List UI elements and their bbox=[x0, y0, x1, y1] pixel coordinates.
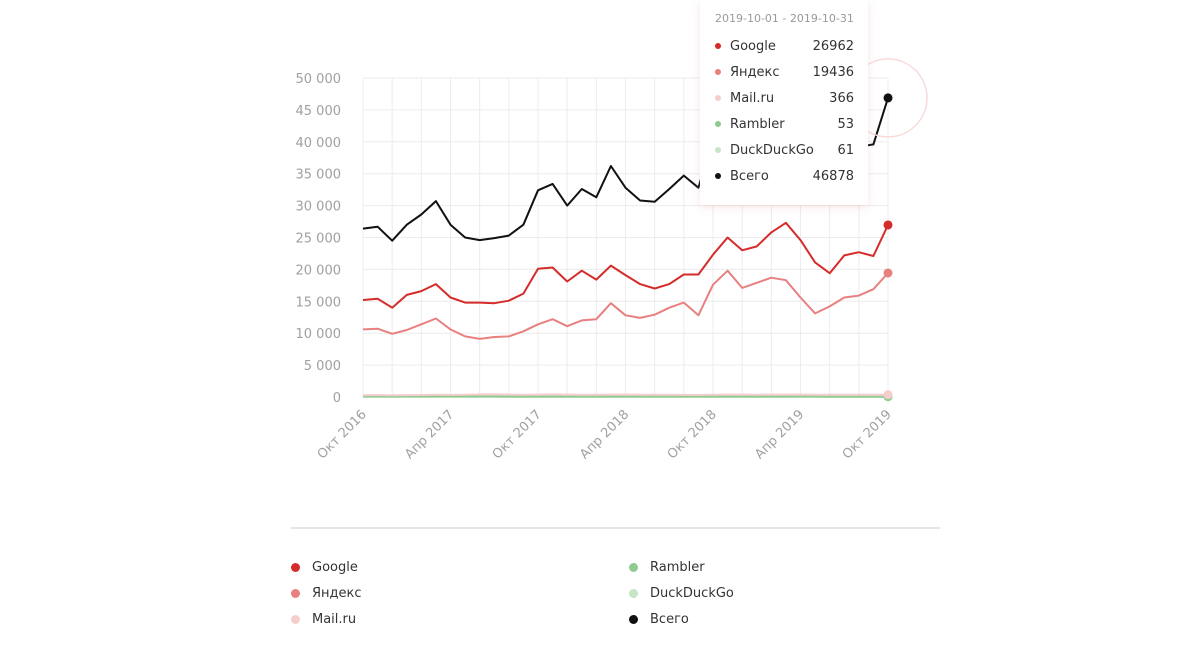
tooltip-series-name: Mail.ru bbox=[730, 90, 775, 106]
y-tick-label: 20 000 bbox=[296, 263, 342, 278]
legend-item-Всего[interactable]: Всего bbox=[629, 609, 689, 629]
tooltip-date-range: 2019-10-01 - 2019-10-31 bbox=[715, 12, 854, 25]
legend-label: Rambler bbox=[650, 559, 705, 575]
legend-dot-icon bbox=[629, 588, 638, 598]
series-dot-icon bbox=[715, 147, 721, 153]
tooltip-row: DuckDuckGo 61 bbox=[715, 137, 854, 163]
x-tick-label: Апр 2019 bbox=[752, 407, 807, 462]
legend-label: Mail.ru bbox=[312, 611, 357, 627]
tooltip-series-value: 53 bbox=[837, 116, 854, 132]
series-dot-icon bbox=[715, 121, 721, 127]
legend-dot-icon bbox=[291, 614, 300, 624]
tooltip-series-name: Rambler bbox=[730, 116, 785, 132]
grid bbox=[362, 77, 889, 398]
tooltip-series-value: 46878 bbox=[812, 168, 854, 184]
legend-label: Google bbox=[312, 559, 358, 575]
series-line-Mail.ru bbox=[363, 393, 889, 397]
data-point[interactable] bbox=[883, 93, 893, 103]
tooltip-row: Mail.ru 366 bbox=[715, 85, 854, 111]
y-tick-label: 25 000 bbox=[296, 232, 342, 247]
tooltip-row: Яндекс 19436 bbox=[715, 59, 854, 85]
y-tick-label: 10 000 bbox=[296, 327, 342, 342]
tooltip-series-name: Всего bbox=[730, 168, 769, 184]
tooltip-series-name: Google bbox=[730, 38, 776, 54]
y-tick-label: 15 000 bbox=[296, 295, 342, 310]
line-chart: 0 5 000 10 000 15 000 20 000 25 000 30 000 35 0… bbox=[296, 58, 928, 462]
x-tick-label: Окт 2017 bbox=[490, 407, 545, 462]
series-line-Google bbox=[362, 221, 889, 309]
y-tick-label: 50 000 bbox=[296, 72, 342, 87]
legend-item-Rambler[interactable]: Rambler bbox=[629, 557, 705, 577]
x-tick-label: Окт 2019 bbox=[840, 407, 895, 462]
legend-item-DuckDuckGo[interactable]: DuckDuckGo bbox=[629, 583, 734, 603]
legend-label: DuckDuckGo bbox=[650, 585, 734, 601]
tooltip: 2019-10-01 - 2019-10-31 Google 26962 Яндек… bbox=[700, 0, 868, 205]
series-dot-icon bbox=[715, 95, 721, 101]
x-tick-label: Окт 2016 bbox=[315, 407, 370, 462]
series-dot-icon bbox=[715, 173, 721, 179]
legend-dot-icon bbox=[629, 562, 638, 572]
legend-dot-icon bbox=[629, 614, 638, 624]
series-dot-icon bbox=[715, 43, 721, 49]
y-tick-label: 45 000 bbox=[296, 104, 342, 119]
tooltip-series-name: DuckDuckGo bbox=[730, 142, 814, 158]
data-point[interactable] bbox=[883, 390, 893, 400]
series-line-Яндекс bbox=[362, 269, 889, 340]
x-tick-label: Апр 2018 bbox=[577, 407, 632, 462]
tooltip-series-value: 26962 bbox=[812, 38, 854, 54]
tooltip-series-value: 366 bbox=[829, 90, 854, 106]
tooltip-series-value: 61 bbox=[837, 142, 854, 158]
data-point[interactable] bbox=[883, 268, 893, 278]
tooltip-row: Rambler 53 bbox=[715, 111, 854, 137]
legend-dot-icon bbox=[291, 588, 300, 598]
tooltip-row: Google 26962 bbox=[715, 33, 854, 59]
x-axis: Окт 2016 Апр 2017 Окт 2017 Апр 2018 Окт 2018… bbox=[315, 407, 895, 462]
x-tick-label: Окт 2018 bbox=[665, 407, 720, 462]
series-lines bbox=[362, 58, 928, 402]
legend-label: Яндекс bbox=[312, 585, 362, 601]
y-axis: 0 5 000 10 000 15 000 20 000 25 000 30 000 35 0… bbox=[296, 72, 342, 406]
y-tick-label: 40 000 bbox=[296, 136, 342, 151]
y-tick-label: 0 bbox=[333, 391, 341, 406]
legend-item-Mail.ru[interactable]: Mail.ru bbox=[291, 609, 356, 629]
legend-item-Google[interactable]: Google bbox=[291, 557, 358, 577]
y-tick-label: 35 000 bbox=[296, 168, 342, 183]
legend-item-Яндекс[interactable]: Яндекс bbox=[291, 583, 362, 603]
x-tick-label: Апр 2017 bbox=[402, 407, 457, 462]
data-point[interactable] bbox=[883, 220, 893, 230]
tooltip-series-name: Яндекс bbox=[730, 64, 780, 80]
tooltip-series-value: 19436 bbox=[812, 64, 854, 80]
y-tick-label: 5 000 bbox=[304, 359, 341, 374]
legend-dot-icon bbox=[291, 562, 300, 572]
legend-divider bbox=[291, 527, 940, 529]
series-dot-icon bbox=[715, 69, 721, 75]
y-tick-label: 30 000 bbox=[296, 200, 342, 215]
tooltip-row: Всего 46878 bbox=[715, 163, 854, 189]
legend-label: Всего bbox=[650, 611, 689, 627]
